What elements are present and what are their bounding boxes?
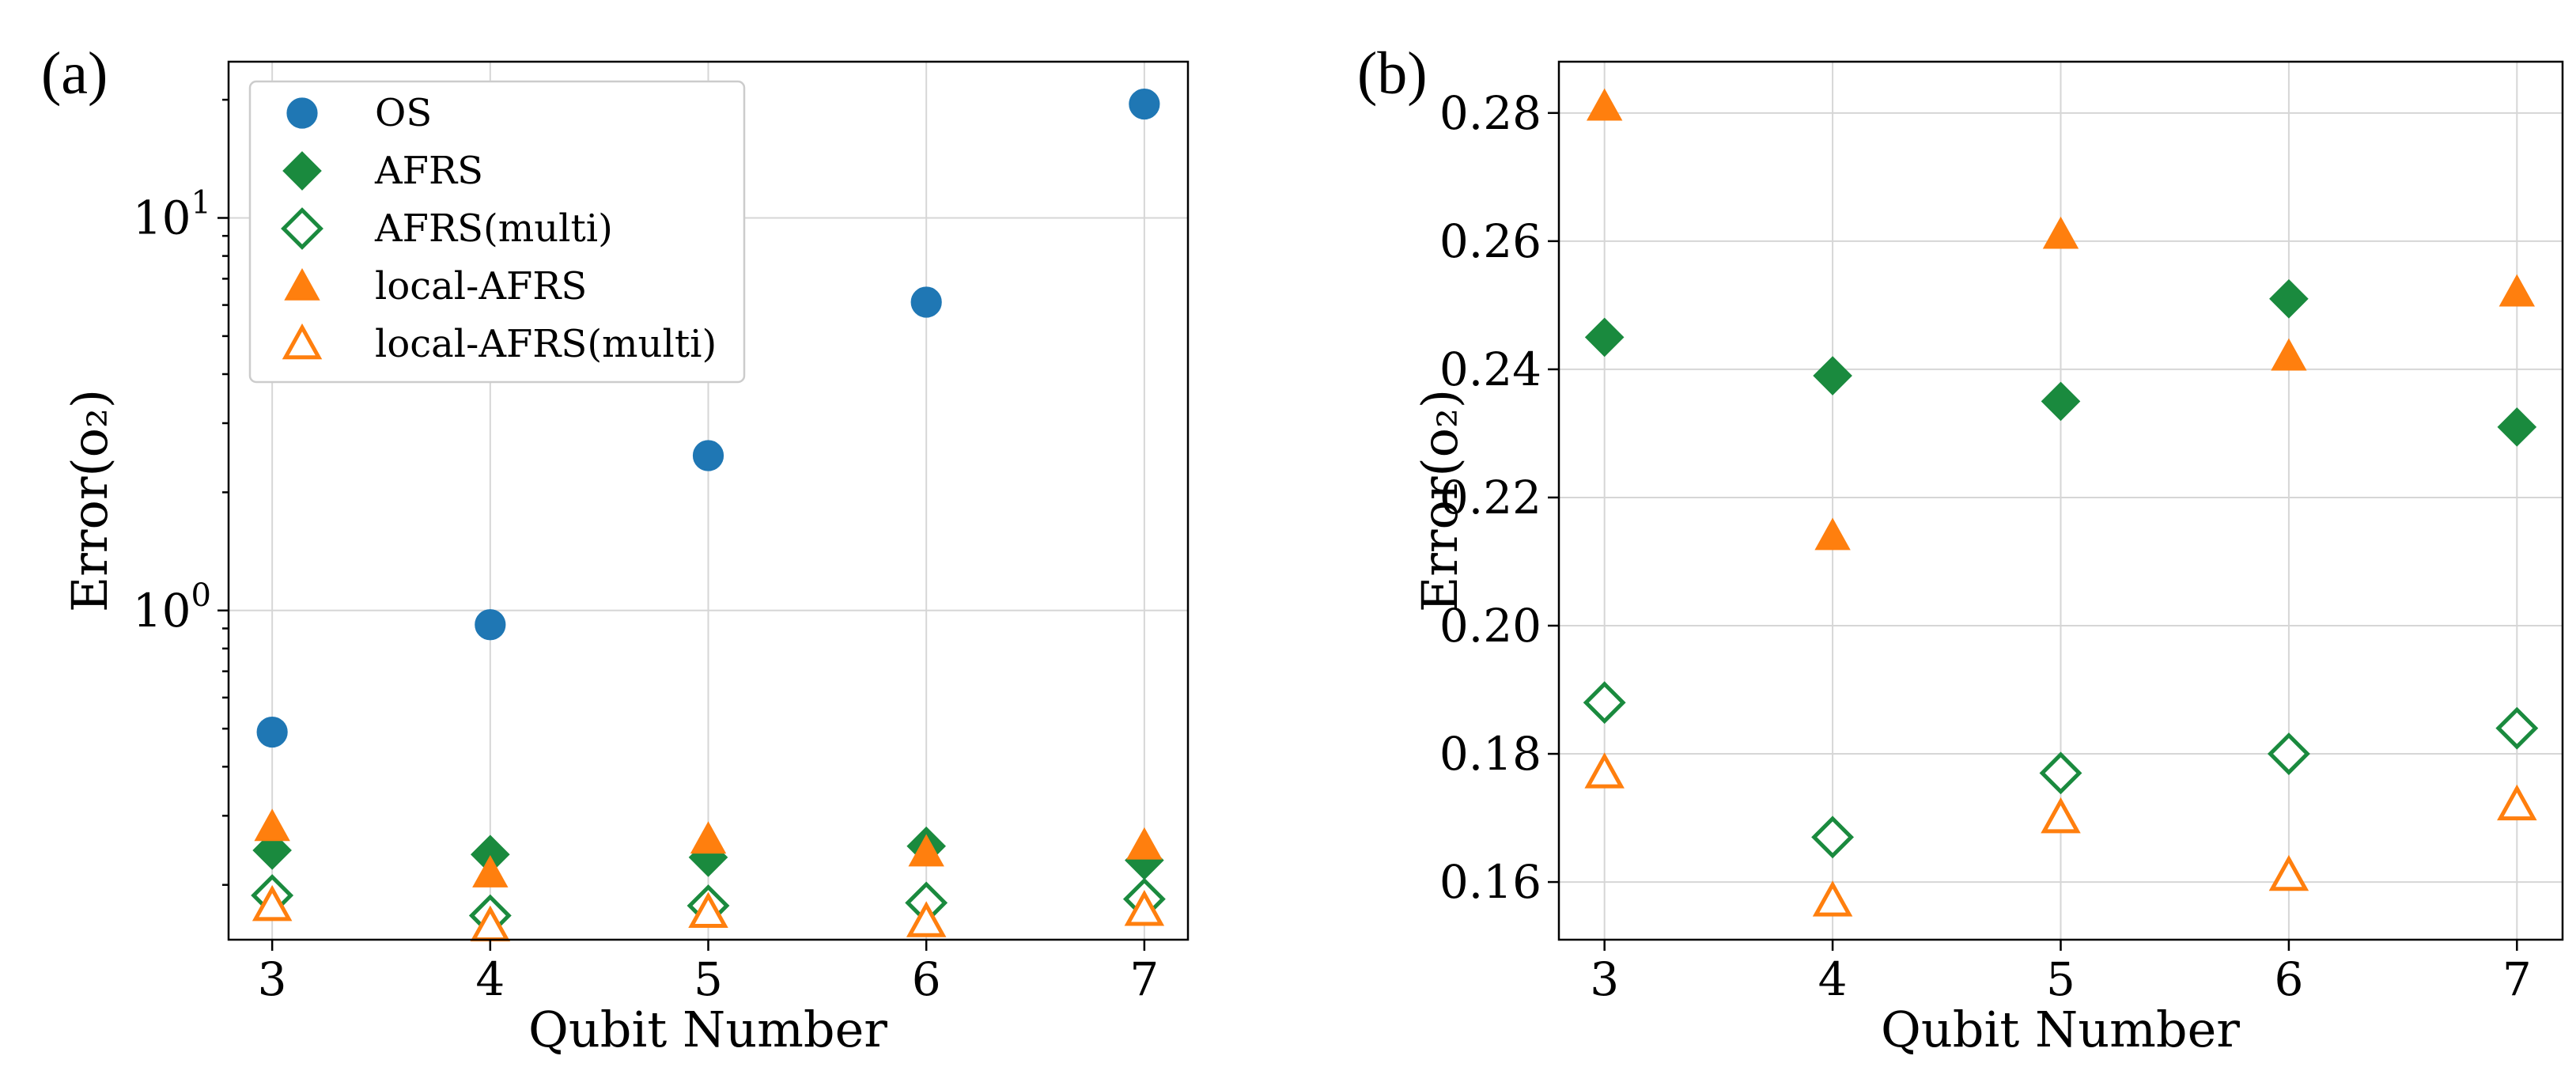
panel-b-ylabel: Error(o₂) (1411, 389, 1469, 612)
panel-b-point-local-afrs-multi-5 (2041, 797, 2081, 834)
panel-a-point-local-afrs-multi-7 (1124, 890, 1165, 926)
panel-a-point-afrs-3 (252, 831, 292, 870)
panel-a-point-local-afrs-5 (690, 821, 727, 854)
panel-b-point-afrs-5 (2041, 381, 2081, 422)
panel-a-ytick-label: 101 (133, 184, 211, 244)
panel-b-point-local-afrs-multi-3 (1584, 752, 1625, 789)
panel-b-point-local-afrs-7 (2498, 274, 2536, 307)
panel-a-point-local-afrs-6 (908, 834, 944, 867)
legend-box (248, 80, 746, 384)
panel-a-point-local-afrs-3 (254, 808, 290, 842)
panel-b-xtick-label: 3 (1590, 952, 1619, 1006)
panel-b-ytick-label: 0.16 (1439, 855, 1541, 909)
legend-label-local-afrs-multi: local-AFRS(multi) (375, 322, 717, 366)
panel-b-xtick-label: 5 (2046, 952, 2075, 1006)
legend-marker-os (286, 97, 318, 129)
legend-marker-local-afrs (284, 267, 320, 301)
panel-a-xtick-label: 3 (258, 952, 287, 1006)
panel-b-point-local-afrs-4 (1814, 517, 1851, 551)
panel-a-point-local-afrs-multi-3 (252, 884, 293, 922)
legend-label-afrs: AFRS (374, 149, 483, 193)
panel-a-ticks: 3 4 5 6 7 100 101 (133, 98, 1159, 1006)
panel-b-point-local-afrs-multi-4 (1812, 880, 1853, 917)
legend-marker-local-afrs-multi (282, 323, 323, 360)
panel-b-label: (b) (1357, 40, 1428, 107)
panel-b-ytick-label: 0.24 (1439, 342, 1541, 396)
panel-a-xtick-label: 7 (1129, 952, 1159, 1006)
panel-b-point-afrs-7 (2497, 407, 2537, 447)
panel-b-point-afrs-multi-7 (2495, 706, 2539, 750)
panel-b: (b) 3 4 5 6 7 0.16 0.18 0.20 0.22 0.24 0.26 0.28 Qu… (1357, 40, 2564, 1058)
panel-a-point-local-afrs-multi-5 (688, 891, 728, 929)
panel-b-markers (1583, 88, 2539, 917)
panel-b-point-afrs-3 (1584, 317, 1625, 358)
panel-a-point-local-afrs-multi-6 (906, 901, 947, 937)
panel-a-xtick-label: 5 (694, 952, 723, 1006)
panel-a-point-os-4 (475, 609, 506, 641)
panel-b-xtick-label: 7 (2502, 952, 2532, 1006)
legend-label-afrs-multi: AFRS(multi) (374, 206, 613, 251)
panel-b-ticks: 3 4 5 6 7 0.16 0.18 0.20 0.22 0.24 0.26 0.28 (1439, 86, 2532, 1006)
panel-b-point-afrs-6 (2269, 278, 2309, 319)
panel-b-point-local-afrs-5 (2042, 216, 2079, 249)
panel-a-markers (251, 88, 1166, 942)
panel-a-point-os-3 (256, 716, 288, 748)
panel-b-ytick-label: 0.26 (1439, 214, 1541, 268)
legend-label-local-afrs: local-AFRS (375, 264, 587, 308)
panel-a-point-os-5 (692, 440, 724, 471)
panel-a-point-os-6 (910, 286, 942, 318)
panel-a-label: (a) (41, 40, 108, 107)
panel-a-point-local-afrs-4 (472, 855, 509, 887)
panel-b-point-local-afrs-6 (2271, 338, 2307, 371)
panel-a-point-os-7 (1129, 88, 1160, 120)
legend-label-os: OS (375, 91, 432, 135)
panel-b-ytick-label: 0.20 (1439, 599, 1541, 653)
panel-b-point-afrs-4 (1813, 356, 1852, 395)
panel-b-xtick-label: 4 (1818, 952, 1848, 1006)
panel-b-point-local-afrs-multi-6 (2268, 854, 2309, 891)
panel-b-xtick-label: 6 (2274, 952, 2303, 1006)
legend-marker-afrs-multi (281, 207, 323, 250)
panel-b-point-afrs-multi-5 (2039, 751, 2082, 795)
panel-b-ytick-label: 0.18 (1439, 727, 1541, 781)
panel-a: (a) 3 4 5 6 7 100 101 Qubit Number Error(o₂) O… (41, 40, 1190, 1058)
panel-b-point-afrs-multi-6 (2267, 732, 2310, 775)
panel-a-xtick-label: 4 (475, 952, 505, 1006)
legend-marker-afrs (282, 151, 322, 191)
panel-b-ytick-label: 0.28 (1439, 86, 1541, 140)
panel-b-xlabel: Qubit Number (1881, 1001, 2240, 1058)
panel-b-point-local-afrs-multi-7 (2497, 784, 2537, 821)
panel-b-point-local-afrs-3 (1586, 88, 1623, 121)
legend: OS AFRS AFRS(multi) local-AFRS local-AFRS(mu… (248, 80, 746, 384)
panel-b-ytick-label: 0.22 (1439, 471, 1541, 524)
panel-a-point-local-afrs-7 (1126, 827, 1163, 860)
panel-a-ytick-label: 100 (133, 577, 211, 638)
panel-b-point-afrs-multi-4 (1811, 816, 1855, 859)
panel-b-point-afrs-multi-3 (1583, 681, 1626, 725)
panel-a-ylabel: Error(o₂) (61, 389, 119, 612)
panel-a-xtick-label: 6 (912, 952, 941, 1006)
panel-a-xlabel: Qubit Number (528, 1001, 887, 1058)
